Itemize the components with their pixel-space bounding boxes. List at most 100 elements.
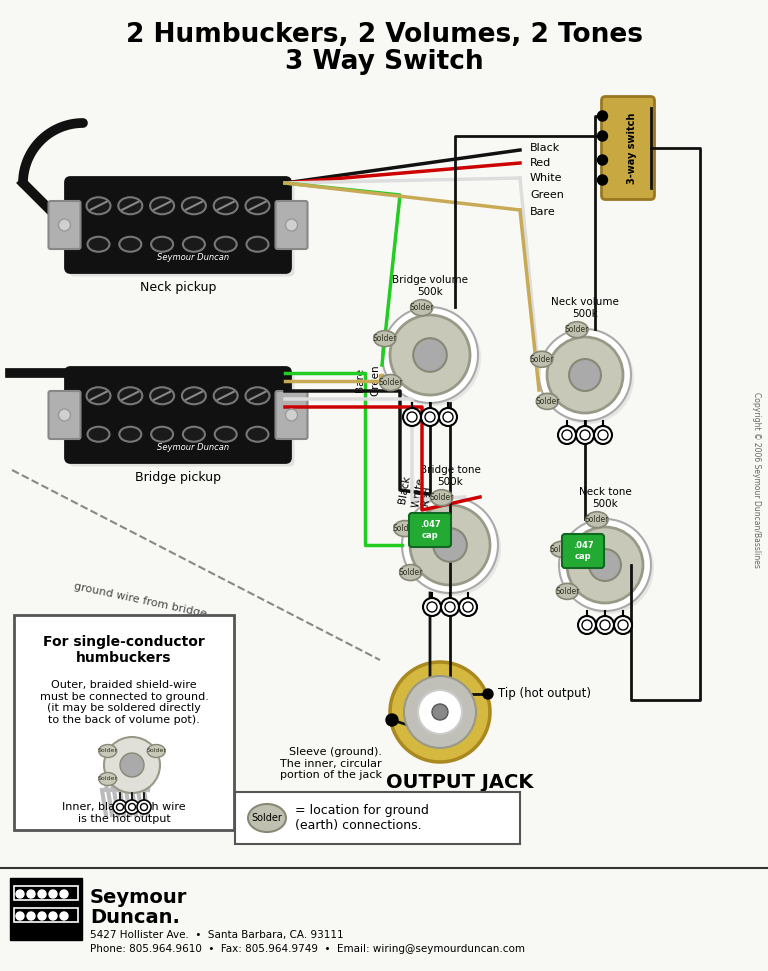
Ellipse shape [151, 426, 173, 442]
Circle shape [404, 676, 476, 748]
Text: .047
cap: .047 cap [419, 520, 440, 540]
Circle shape [16, 890, 24, 898]
Text: White: White [410, 477, 425, 509]
Ellipse shape [374, 330, 396, 347]
Ellipse shape [411, 300, 432, 316]
Circle shape [413, 338, 447, 372]
Circle shape [402, 497, 498, 593]
Ellipse shape [566, 321, 588, 338]
Circle shape [598, 111, 607, 121]
FancyBboxPatch shape [48, 201, 81, 249]
Circle shape [441, 598, 459, 616]
Circle shape [128, 803, 135, 811]
Circle shape [598, 155, 607, 165]
Circle shape [421, 408, 439, 426]
Text: Bare: Bare [355, 368, 365, 392]
Ellipse shape [247, 426, 269, 442]
Text: Black: Black [530, 143, 560, 153]
Ellipse shape [586, 512, 608, 527]
Circle shape [137, 800, 151, 814]
FancyBboxPatch shape [562, 534, 604, 568]
Circle shape [598, 175, 607, 185]
Ellipse shape [531, 352, 553, 367]
Ellipse shape [536, 393, 558, 410]
Ellipse shape [99, 745, 117, 757]
Circle shape [125, 800, 139, 814]
Circle shape [386, 714, 398, 726]
FancyBboxPatch shape [69, 182, 294, 277]
FancyBboxPatch shape [65, 367, 290, 462]
FancyBboxPatch shape [276, 201, 307, 249]
Text: OUTPUT JACK: OUTPUT JACK [386, 773, 534, 791]
Text: Solder: Solder [146, 749, 166, 753]
Circle shape [418, 690, 462, 734]
Text: Tip (hot output): Tip (hot output) [498, 687, 591, 700]
Circle shape [600, 620, 610, 630]
Text: White: White [530, 173, 562, 183]
Text: 2 Humbuckers, 2 Volumes, 2 Tones: 2 Humbuckers, 2 Volumes, 2 Tones [125, 22, 643, 48]
FancyBboxPatch shape [48, 391, 81, 439]
Circle shape [445, 602, 455, 612]
Text: Solder: Solder [409, 303, 434, 313]
Circle shape [578, 616, 596, 634]
Circle shape [410, 505, 490, 585]
Ellipse shape [431, 489, 452, 506]
Text: Neck pickup: Neck pickup [140, 282, 216, 294]
Ellipse shape [214, 197, 238, 215]
Text: Solder: Solder [98, 749, 118, 753]
Bar [14, 908, 78, 922]
Circle shape [27, 890, 35, 898]
Text: Black: Black [398, 475, 412, 505]
Circle shape [439, 408, 457, 426]
Ellipse shape [87, 387, 111, 404]
Circle shape [407, 412, 417, 422]
Circle shape [425, 412, 435, 422]
Text: .047
cap: .047 cap [573, 541, 594, 560]
Text: 3 Way Switch: 3 Way Switch [285, 49, 483, 75]
Ellipse shape [88, 237, 110, 251]
Text: Solder: Solder [429, 493, 454, 502]
Circle shape [104, 737, 160, 793]
Text: Seymour Duncan: Seymour Duncan [157, 253, 229, 262]
Text: Solder: Solder [399, 568, 423, 577]
Circle shape [582, 620, 592, 630]
Text: Copyright © 2006 Seymour Duncan/Basslines: Copyright © 2006 Seymour Duncan/Bassline… [752, 392, 760, 568]
Ellipse shape [118, 197, 142, 215]
FancyBboxPatch shape [601, 96, 654, 199]
Circle shape [405, 500, 501, 596]
Circle shape [58, 409, 71, 421]
Text: Duncan.: Duncan. [90, 908, 180, 927]
Text: Solder: Solder [550, 545, 574, 553]
Circle shape [427, 602, 437, 612]
Circle shape [390, 662, 490, 762]
Ellipse shape [214, 387, 238, 404]
Text: Neck tone
500k: Neck tone 500k [578, 487, 631, 509]
Circle shape [58, 219, 71, 231]
Circle shape [60, 890, 68, 898]
Circle shape [27, 912, 35, 920]
Text: Bridge volume
500k: Bridge volume 500k [392, 276, 468, 297]
FancyBboxPatch shape [235, 792, 520, 844]
Ellipse shape [88, 426, 110, 442]
Text: Green: Green [370, 364, 380, 396]
Ellipse shape [183, 237, 205, 251]
Circle shape [598, 131, 607, 141]
Text: Solder: Solder [98, 777, 118, 782]
Circle shape [385, 310, 481, 406]
Text: Seymour Duncan: Seymour Duncan [157, 443, 229, 452]
Circle shape [598, 430, 608, 440]
Ellipse shape [119, 426, 141, 442]
Ellipse shape [118, 387, 142, 404]
Text: Solder: Solder [584, 516, 609, 524]
Text: Bridge tone
500k: Bridge tone 500k [419, 465, 481, 487]
Text: Solder: Solder [392, 524, 417, 533]
Text: Solder: Solder [555, 586, 580, 596]
Circle shape [423, 598, 441, 616]
Ellipse shape [119, 237, 141, 251]
Text: Solder: Solder [252, 813, 283, 823]
Circle shape [483, 689, 493, 699]
Ellipse shape [246, 387, 270, 404]
Circle shape [443, 412, 453, 422]
Circle shape [16, 912, 24, 920]
Ellipse shape [379, 375, 402, 390]
